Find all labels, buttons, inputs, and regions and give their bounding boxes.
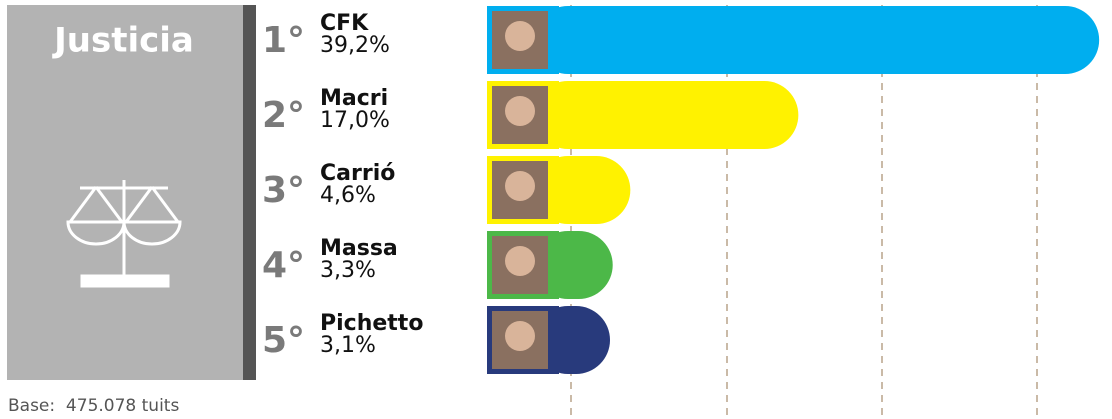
value-label: 4,6%: [320, 183, 376, 208]
photo-face: [505, 21, 535, 51]
photo-face: [505, 246, 535, 276]
chart-title: Justicia: [52, 21, 194, 61]
photo-face: [505, 96, 535, 126]
footnote: Base: 475.078 tuits: [8, 396, 179, 416]
value-label: 3,1%: [320, 333, 376, 358]
bar: [534, 81, 798, 149]
value-label: 39,2%: [320, 33, 390, 58]
value-label: 17,0%: [320, 108, 390, 133]
rank: 1°: [262, 20, 305, 61]
value-label: 3,3%: [320, 258, 376, 283]
rank: 2°: [262, 95, 305, 136]
bar: [534, 6, 1099, 74]
panel-stripe: [243, 5, 256, 380]
rank: 5°: [262, 320, 305, 361]
photo-face: [505, 321, 535, 351]
rank: 4°: [262, 245, 305, 286]
rank: 3°: [262, 170, 305, 211]
photo-face: [505, 171, 535, 201]
chart: Justicia Base: 475.078 tuits 1°CFK39,2%2…: [0, 0, 1112, 419]
